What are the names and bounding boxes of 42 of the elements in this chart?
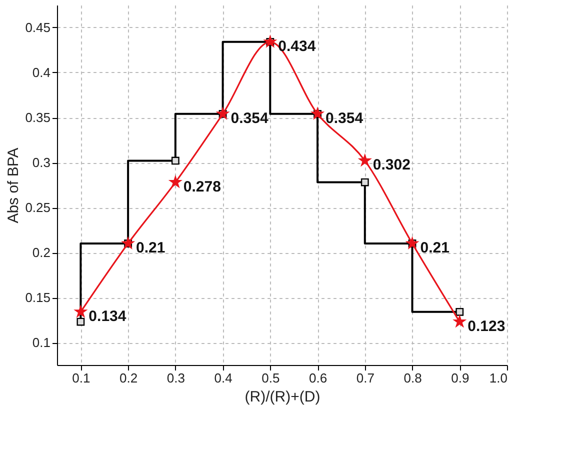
data-label: 0.354 [230,110,269,127]
point [74,304,88,318]
y-axis-title: Abs of BPA [5,148,22,224]
x-tick-label: 1.0 [489,370,508,386]
data-label: 0.278 [183,178,221,196]
point [216,106,230,120]
y-tick-label: 0.3 [32,155,50,170]
x-tick-label: 0.1 [72,370,90,386]
y-tick-label: 0.1 [32,335,50,350]
x-tick-label: 0.7 [356,370,374,386]
point [358,153,372,167]
data-label: 0.134 [88,308,127,325]
x-tick-label: 0.2 [120,370,138,386]
x-tick-label: 0.3 [166,370,185,386]
y-tick-label: 0.35 [25,110,50,125]
y-tick-label: 0.4 [32,65,50,80]
point [360,178,369,186]
y-tick-label: 0.2 [32,245,50,260]
point [263,34,278,48]
y-tick-label: 0.15 [25,290,50,305]
point [168,174,182,188]
x-tick-label: 0.4 [214,370,232,386]
data-label: 0.21 [420,240,450,256]
point [405,236,420,250]
point [76,318,85,326]
y-tick-label: 0.45 [25,20,50,35]
point [171,156,180,165]
x-tick-label: 0.6 [308,370,328,386]
x-tick-label: 0.5 [262,370,280,386]
x-axis-title: (R)/(R)+(D) [244,388,320,406]
x-tick-label: 0.8 [404,370,422,386]
data-label: 0.302 [372,156,410,174]
point [121,236,136,250]
data-label: 0.123 [468,318,506,335]
data-label: 0.434 [278,38,316,55]
y-tick-label: 0.25 [25,200,50,215]
data-label: 0.354 [326,110,364,127]
x-tick-label: 0.9 [451,370,470,386]
point [456,308,464,316]
point [310,106,325,120]
data-label: 0.21 [136,240,166,256]
point [452,314,467,328]
